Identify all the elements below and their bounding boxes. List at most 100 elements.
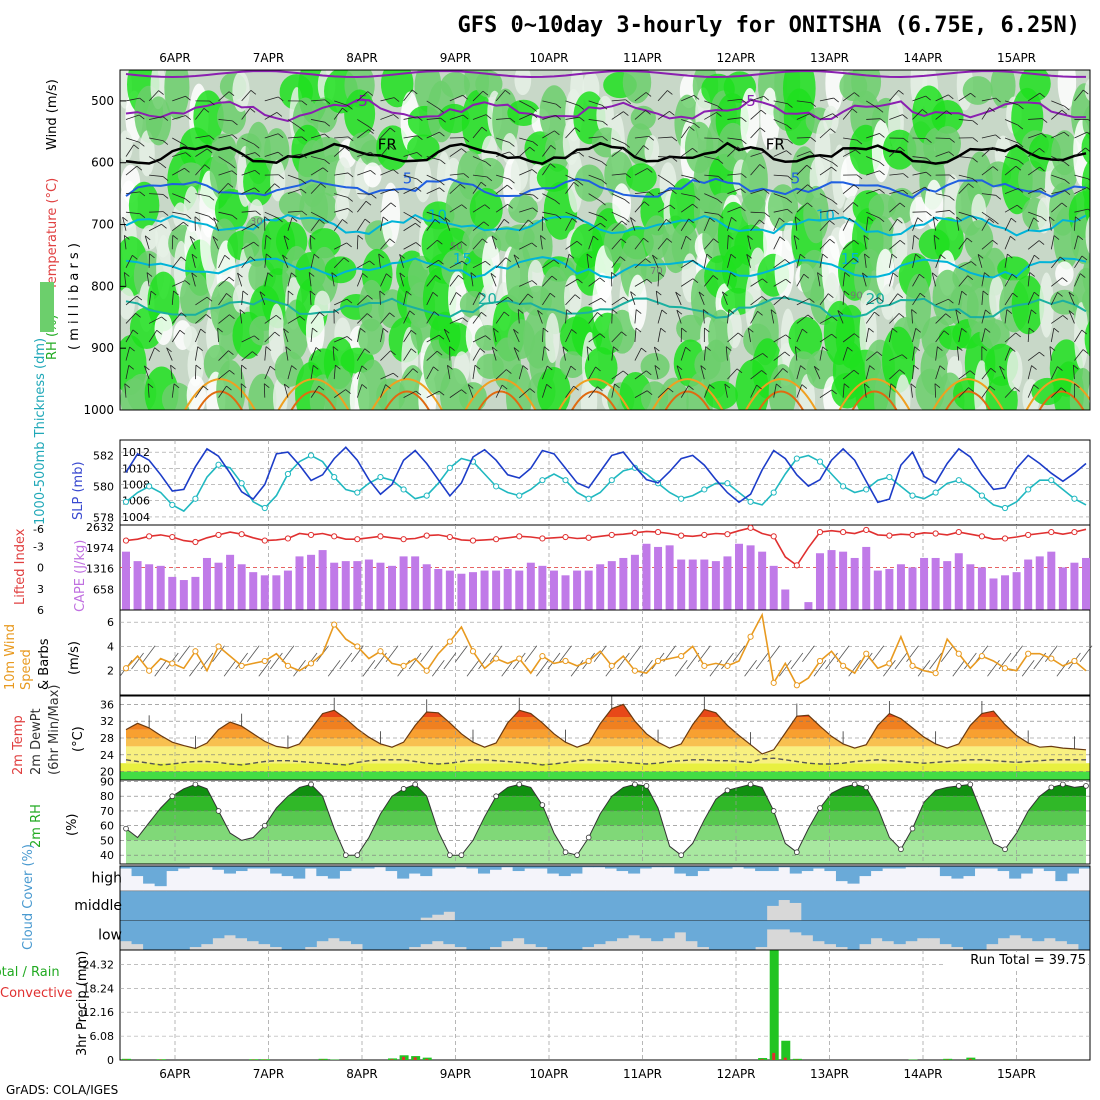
wind-barb <box>241 241 254 250</box>
wind-barb <box>139 97 145 103</box>
wind-barb <box>128 365 135 370</box>
cloud-bar-high <box>570 866 583 874</box>
wind-barb <box>796 298 810 306</box>
wind-barb <box>727 98 742 102</box>
thickness-line-marker <box>562 477 569 484</box>
wind-barb <box>897 293 903 298</box>
wind-barb <box>239 309 246 314</box>
wind-barb <box>750 296 762 306</box>
wind-barb <box>611 220 623 232</box>
wind-barb <box>832 113 838 118</box>
wind-barb <box>958 387 969 398</box>
wind-barb <box>961 327 967 333</box>
wind-barb <box>246 645 260 662</box>
wind-barb <box>981 309 986 324</box>
precip-total-bar <box>122 1058 131 1060</box>
wind-barb <box>634 109 646 120</box>
wind-barb <box>495 311 505 324</box>
wind-barb <box>438 390 445 396</box>
wind-barb <box>903 138 909 143</box>
wind-barb <box>566 309 572 314</box>
wind-barb <box>495 257 507 269</box>
cloud-bar-low <box>593 920 606 945</box>
wind-barb <box>287 153 302 157</box>
cloud-bar-middle <box>974 891 987 921</box>
wind-barb <box>634 258 646 269</box>
wind-barb <box>345 389 351 394</box>
wind-barb <box>125 114 140 120</box>
wind-barb <box>312 327 318 333</box>
rh-tick-label: 80 <box>100 790 114 803</box>
cape-bar <box>1047 551 1056 610</box>
lifted-index-line-marker <box>331 533 338 540</box>
wind-barb <box>142 645 156 662</box>
wind-speed-line-marker <box>261 657 268 665</box>
wind-barb <box>568 253 575 259</box>
wind-barb <box>1051 190 1066 195</box>
rh2m-unit: (%) <box>65 814 80 837</box>
wind-barb <box>1040 187 1047 193</box>
wind-barb <box>856 174 863 180</box>
wind-barb <box>443 329 451 343</box>
wind-barb <box>981 134 996 139</box>
wind-barb <box>506 369 512 374</box>
cloud-bar-middle <box>397 891 410 921</box>
precip-convective-bar <box>390 1059 394 1060</box>
wind-barb <box>478 652 491 670</box>
wind-barb <box>517 309 524 314</box>
wind-barb <box>390 202 397 208</box>
wind-barb <box>621 331 627 337</box>
cloud-bar-high <box>362 866 375 869</box>
lifted-index-line-marker <box>1048 528 1055 536</box>
wind-barb <box>310 328 313 343</box>
wind-barb <box>579 116 585 122</box>
wind-barb <box>322 167 329 173</box>
wind-barb <box>139 213 146 219</box>
rh-tick-label: 40 <box>100 849 114 862</box>
wind-barb <box>999 365 1005 371</box>
wind-barb <box>440 117 446 123</box>
wind-barb <box>291 365 297 370</box>
wind-barb <box>524 645 538 662</box>
wind-barb <box>634 168 648 176</box>
thickness-line-marker <box>840 483 847 490</box>
wind-barb <box>125 329 134 343</box>
wind-barb <box>878 161 885 167</box>
thickness-line-marker <box>863 486 870 493</box>
wind-barb <box>343 257 350 263</box>
wind-barb <box>324 99 331 105</box>
wind-barb <box>228 276 235 282</box>
wind-barb <box>890 383 897 389</box>
wind-barb <box>439 180 445 186</box>
cape-bar <box>862 546 871 610</box>
wind-barb <box>415 187 422 192</box>
wind-barb <box>542 275 553 287</box>
rh-shade <box>363 162 382 188</box>
cloud-bar-high <box>558 866 571 877</box>
wind-barb <box>658 272 665 277</box>
wind-barb <box>1010 645 1023 662</box>
wind-barb <box>191 253 198 259</box>
rh-shade <box>933 217 964 263</box>
wind-barb <box>1027 384 1034 398</box>
wind-barb <box>601 161 607 166</box>
wind-barb <box>1048 216 1052 231</box>
lifted-index-line-marker <box>1025 531 1032 539</box>
lifted-index-line-marker <box>307 531 315 539</box>
cape-bar <box>538 565 547 610</box>
cloud-bar-low <box>431 920 444 942</box>
wind-barb <box>969 370 976 376</box>
cloud-bar-low <box>882 920 895 942</box>
wind-barb <box>630 217 636 222</box>
wind-barb <box>1068 310 1075 315</box>
wind-barb <box>466 660 480 677</box>
wind-barb <box>842 239 855 250</box>
wind-barb <box>513 347 520 361</box>
wind-barb <box>449 241 462 250</box>
wind-barb <box>231 134 238 140</box>
lifted-index-line-marker <box>701 531 708 539</box>
wind-barb <box>529 388 536 393</box>
wind-barb <box>657 90 668 102</box>
wind-barb <box>787 139 793 144</box>
